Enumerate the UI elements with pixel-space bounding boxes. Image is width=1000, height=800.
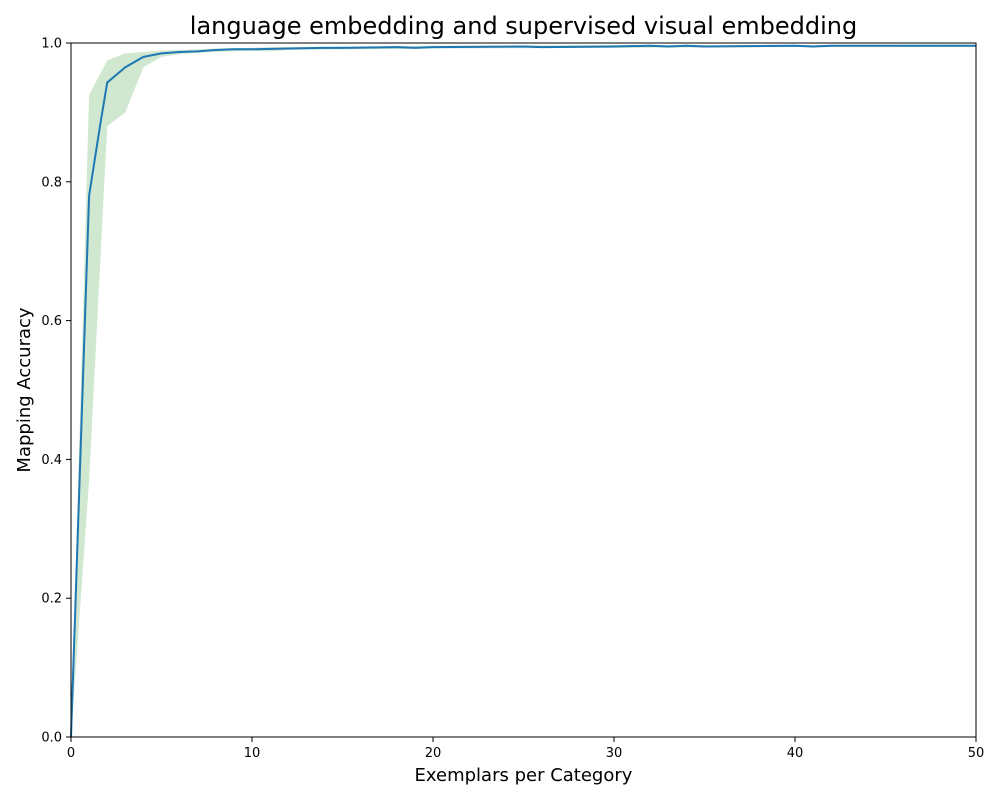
y-tick-label: 0.4 (41, 453, 62, 468)
y-tick-label: 0.0 (41, 731, 62, 746)
y-tick-label: 1.0 (41, 37, 62, 52)
y-tick-label: 0.2 (41, 592, 62, 607)
plot-frame (70, 42, 977, 738)
y-tick-label: 0.8 (41, 175, 62, 190)
x-tick-label: 50 (968, 746, 985, 761)
x-tick-label: 40 (787, 746, 804, 761)
x-tick-label: 20 (425, 746, 442, 761)
series-line-layer (70, 44, 976, 738)
y-tick-label: 0.6 (41, 314, 62, 329)
x-axis-ticks: 0 10 20 30 40 50 (67, 737, 984, 761)
y-axis-ticks: 0.0 0.2 0.4 0.6 0.8 1.0 (41, 37, 71, 746)
x-axis-label: Exemplars per Category (415, 765, 633, 786)
y-axis-label: Mapping Accuracy (14, 307, 35, 472)
x-tick-label: 10 (244, 746, 261, 761)
chart-title: language embedding and supervised visual… (190, 12, 857, 40)
x-tick-label: 30 (606, 746, 623, 761)
series-line-0 (70, 44, 976, 738)
x-tick-label: 0 (67, 746, 75, 761)
